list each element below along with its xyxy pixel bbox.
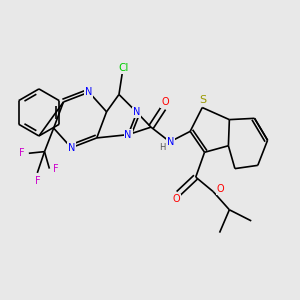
Text: O: O (161, 97, 169, 107)
Text: N: N (167, 137, 174, 148)
Text: S: S (199, 95, 206, 105)
Text: H: H (160, 143, 166, 152)
Text: N: N (124, 130, 132, 140)
Text: F: F (20, 148, 25, 158)
Text: N: N (85, 87, 93, 97)
Text: O: O (216, 184, 224, 194)
Text: N: N (68, 143, 75, 153)
Text: Cl: Cl (119, 63, 129, 73)
Text: F: F (53, 164, 59, 174)
Text: N: N (133, 107, 141, 117)
Text: O: O (173, 194, 181, 204)
Text: F: F (34, 176, 40, 186)
